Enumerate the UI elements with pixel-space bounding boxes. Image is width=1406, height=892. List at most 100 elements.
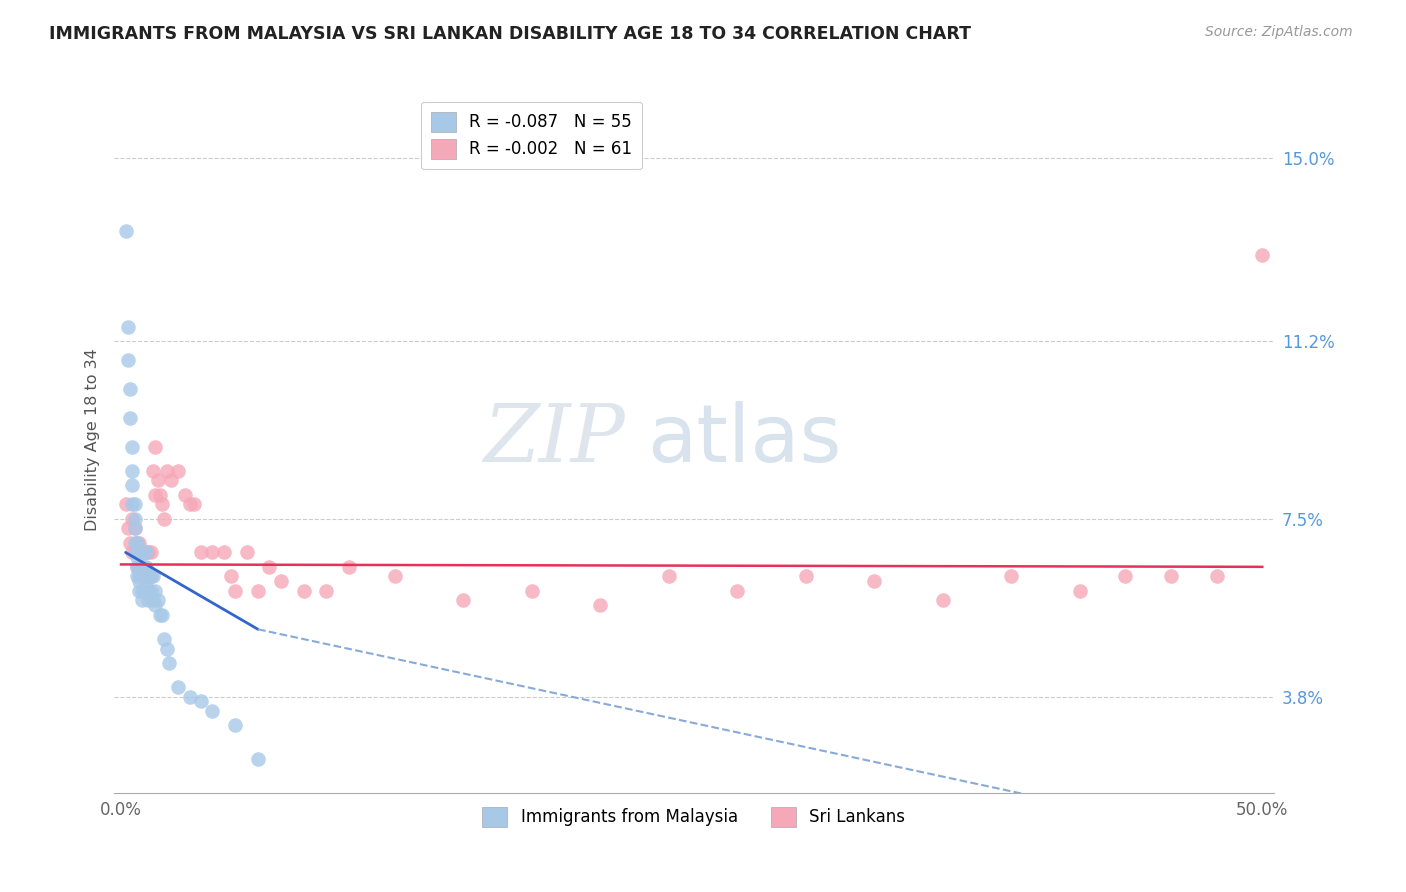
Point [143,583,166,598]
Point [156,641,179,656]
Point [1114,569,1136,583]
Point [725,583,748,598]
Point [128,559,150,574]
Point [292,583,315,598]
Point [520,583,543,598]
Point [224,718,246,732]
Point [132,583,155,598]
Point [201,545,224,559]
Point [146,474,169,488]
Point [183,497,205,511]
Point [132,569,155,583]
Point [201,704,224,718]
Point [121,440,143,454]
Point [142,593,165,607]
Point [131,593,153,607]
Point [863,574,886,589]
Text: IMMIGRANTS FROM MALAYSIA VS SRI LANKAN DISABILITY AGE 18 TO 34 CORRELATION CHART: IMMIGRANTS FROM MALAYSIA VS SRI LANKAN D… [49,25,972,43]
Point [179,690,201,704]
Point [157,656,180,670]
Point [174,488,197,502]
Point [270,574,292,589]
Point [117,319,139,334]
Point [121,512,143,526]
Point [190,545,212,559]
Point [150,497,173,511]
Point [212,545,235,559]
Point [138,593,160,607]
Point [114,497,136,511]
Legend: Immigrants from Malaysia, Sri Lankans: Immigrants from Malaysia, Sri Lankans [475,800,912,834]
Point [589,599,612,613]
Point [120,536,142,550]
Point [138,569,160,583]
Point [132,545,155,559]
Point [337,559,360,574]
Point [138,545,160,559]
Point [131,569,153,583]
Text: Source: ZipAtlas.com: Source: ZipAtlas.com [1205,25,1353,39]
Point [794,569,817,583]
Point [143,440,166,454]
Point [124,497,146,511]
Point [114,223,136,237]
Point [121,464,143,478]
Point [132,559,155,574]
Point [124,545,146,559]
Point [190,694,212,708]
Point [143,488,166,502]
Point [153,512,176,526]
Point [125,559,148,574]
Point [138,583,160,598]
Point [156,464,179,478]
Point [219,569,242,583]
Point [139,583,162,598]
Point [125,550,148,565]
Point [135,545,157,559]
Point [246,752,269,766]
Point [132,569,155,583]
Point [120,382,142,396]
Point [125,545,148,559]
Point [139,569,162,583]
Point [235,545,257,559]
Point [246,583,269,598]
Point [384,569,406,583]
Point [138,569,160,583]
Point [121,545,143,559]
Point [1205,569,1227,583]
Text: ZIP: ZIP [482,401,624,478]
Point [124,512,146,526]
Point [121,497,143,511]
Point [135,574,157,589]
Point [167,464,190,478]
Point [142,464,165,478]
Point [124,521,146,535]
Y-axis label: Disability Age 18 to 34: Disability Age 18 to 34 [86,348,100,531]
Point [128,583,150,598]
Point [146,593,169,607]
Point [931,593,953,607]
Point [139,545,162,559]
Point [120,410,142,425]
Point [132,545,155,559]
Point [128,569,150,583]
Point [259,559,281,574]
Point [128,536,150,550]
Point [125,536,148,550]
Point [125,569,148,583]
Point [150,607,173,622]
Point [128,545,150,559]
Point [117,521,139,535]
Point [131,583,153,598]
Point [131,545,153,559]
Point [143,599,166,613]
Point [1000,569,1022,583]
Point [117,353,139,368]
Point [135,559,157,574]
Point [224,583,246,598]
Point [149,607,172,622]
Point [128,559,150,574]
Point [131,559,153,574]
Point [124,521,146,535]
